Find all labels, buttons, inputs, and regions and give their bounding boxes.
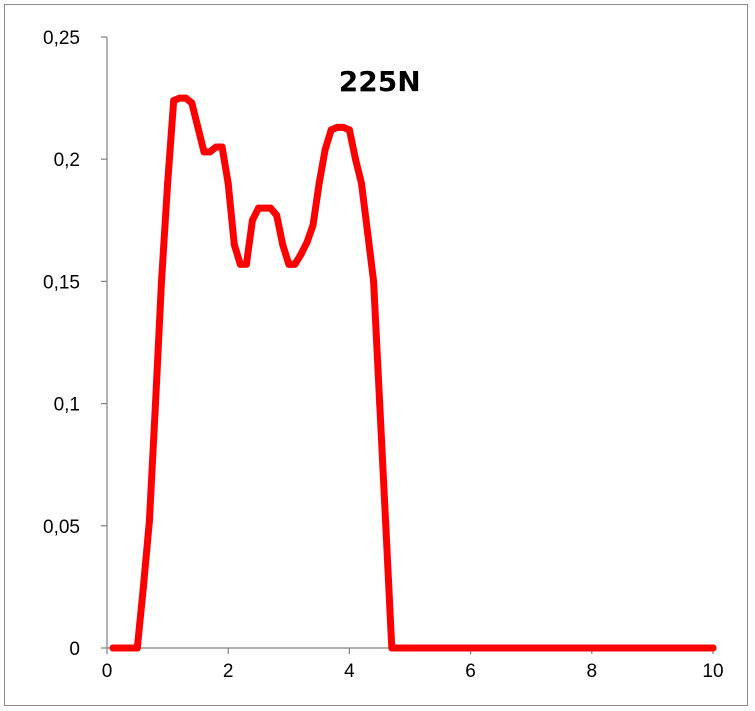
x-tick-label: 0 — [102, 661, 113, 682]
data-point — [291, 260, 299, 268]
data-point — [364, 229, 372, 236]
x-tick-label: 10 — [702, 661, 723, 682]
data-point — [279, 241, 287, 249]
x-tick-label: 2 — [223, 661, 234, 682]
data-point — [206, 148, 214, 156]
data-point — [218, 143, 226, 151]
data-point — [158, 277, 165, 285]
data-point — [370, 277, 378, 285]
data-point — [261, 204, 269, 212]
data-point — [267, 204, 275, 212]
data-point — [182, 94, 190, 102]
y-tick-label: 0,15 — [43, 272, 80, 293]
x-tick-label: 4 — [344, 661, 355, 682]
data-point — [188, 99, 196, 107]
y-tick-label: 0 — [69, 639, 80, 660]
y-tick-label: 0,05 — [43, 517, 80, 538]
data-point — [285, 260, 293, 268]
data-point — [352, 155, 359, 163]
data-point — [303, 238, 311, 246]
data-point — [255, 204, 262, 212]
data-point — [321, 145, 329, 153]
x-ticks: 0 2 4 6 8 10 — [102, 648, 724, 682]
data-point — [194, 123, 202, 131]
data-point — [212, 143, 220, 151]
data-point — [339, 123, 347, 131]
data-point — [200, 148, 208, 156]
y-tick-label: 0,25 — [43, 28, 80, 49]
data-point — [230, 241, 238, 249]
data-point — [327, 126, 335, 134]
data-point — [709, 644, 717, 652]
data-point — [309, 221, 317, 229]
data-point — [164, 180, 172, 188]
data-point — [139, 583, 147, 591]
data-point — [333, 123, 341, 131]
data-point — [345, 126, 353, 134]
series-line — [109, 94, 717, 652]
data-point — [248, 216, 256, 224]
data-point — [145, 517, 153, 525]
data-point — [224, 180, 232, 188]
data-point — [170, 97, 178, 104]
data-point — [388, 644, 396, 652]
data-point — [382, 522, 390, 530]
data-point — [109, 644, 117, 652]
data-point — [358, 180, 365, 188]
data-point — [242, 260, 250, 268]
data-point — [236, 260, 244, 268]
series-layer — [109, 94, 717, 652]
data-point — [152, 400, 159, 408]
data-point — [376, 400, 384, 408]
x-tick-label: 6 — [465, 661, 476, 682]
y-ticks: 0 0,05 0,1 0,15 0,2 0,25 — [43, 28, 107, 660]
annotation-label: 225N — [339, 65, 421, 98]
data-point — [297, 251, 305, 258]
y-tick-label: 0,1 — [54, 395, 80, 416]
y-tick-label: 0,2 — [54, 150, 80, 171]
data-point — [273, 211, 281, 219]
data-point — [133, 644, 141, 652]
x-tick-label: 8 — [587, 661, 598, 682]
annotation-layer: 225N — [339, 65, 421, 98]
data-point — [315, 180, 323, 188]
data-point — [176, 94, 184, 102]
